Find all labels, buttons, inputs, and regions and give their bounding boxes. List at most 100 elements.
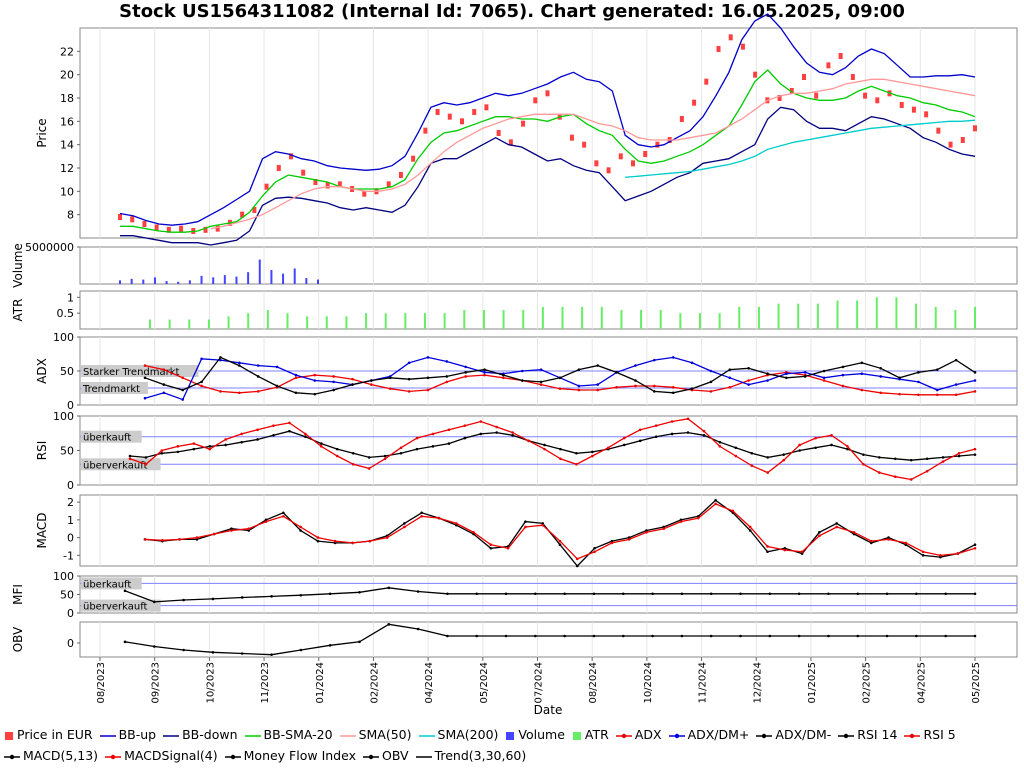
- legend-swatch: [105, 754, 122, 759]
- legend-swatch: [904, 733, 921, 738]
- adx-dm-point: [483, 368, 486, 371]
- obv-point: [534, 634, 537, 638]
- rsi-14-point: [511, 434, 514, 437]
- adx-dm-series: [143, 356, 977, 396]
- macdsignal-4-point: [973, 546, 977, 550]
- adx-dm-point: [935, 388, 939, 392]
- rsi-5-point: [479, 420, 483, 423]
- money-flow-index-point: [621, 592, 625, 596]
- rsi-14-point: [192, 447, 196, 451]
- rsi-5-point: [814, 436, 817, 440]
- adx-dm-point: [464, 371, 467, 374]
- atr-bar: [188, 319, 191, 329]
- legend-label: ADX/DM-: [775, 727, 832, 742]
- threshold-label-bg: [81, 458, 161, 471]
- adx-point: [917, 393, 920, 397]
- adx-point: [370, 383, 373, 386]
- macdsignal-4-point: [160, 538, 164, 542]
- rsi-5-point: [878, 471, 881, 474]
- rsi-14-point: [367, 456, 371, 459]
- rsi-14-point: [383, 454, 387, 458]
- adx-point: [483, 373, 486, 377]
- price-candle: [362, 190, 367, 197]
- adx-dm-point: [841, 373, 845, 377]
- adx-dm-point: [200, 380, 203, 384]
- macdsignal-4-point: [800, 550, 804, 554]
- rsi-5-point: [973, 447, 977, 451]
- adx-dm-point: [747, 366, 750, 370]
- macd-5-13-point: [973, 543, 977, 546]
- macdsignal-4-point: [420, 515, 423, 518]
- volume-bar: [235, 276, 238, 284]
- adx-dm-point: [256, 375, 260, 378]
- legend-swatch: [224, 754, 241, 759]
- atr-bar: [875, 297, 878, 329]
- macd-5-13-point: [299, 529, 302, 532]
- rsi-5-point: [957, 451, 961, 455]
- atr-plot-area: [79, 290, 1018, 330]
- atr-bar: [856, 300, 859, 329]
- rsi-5-point: [256, 428, 259, 432]
- rsi-14-point: [320, 442, 323, 445]
- atr-bar: [718, 313, 721, 329]
- money-flow-index-point: [944, 592, 947, 596]
- atr-bar: [561, 306, 564, 329]
- obv-point: [797, 634, 801, 638]
- adx-dm-point: [539, 380, 543, 384]
- obv-point: [651, 634, 654, 638]
- rsi-14-point: [830, 443, 833, 447]
- rsi-5-point: [431, 432, 435, 436]
- macd-5-13-point: [524, 520, 527, 523]
- volume-bar: [200, 275, 203, 284]
- money-flow-index-point: [827, 592, 830, 596]
- price-candle: [838, 53, 843, 59]
- price-candle: [936, 127, 941, 134]
- adx-dm-point: [539, 368, 543, 371]
- obv-plot-area: [79, 621, 1018, 658]
- atr-bar: [738, 306, 741, 329]
- price-candle: [264, 183, 269, 190]
- threshold-label-bg: [81, 599, 161, 612]
- adx-point: [332, 375, 335, 378]
- rsi-14-point: [256, 438, 259, 441]
- volume-bar: [223, 275, 226, 284]
- price-candle: [863, 92, 868, 99]
- obv-point: [387, 623, 391, 626]
- rsi-5-point: [511, 431, 514, 434]
- obv-point: [592, 634, 596, 638]
- obv-point: [446, 634, 449, 638]
- price-candle: [814, 92, 819, 99]
- obv-point: [768, 634, 772, 638]
- adx-dm-point: [520, 379, 524, 382]
- obv-point: [973, 634, 977, 638]
- volume-bar: [293, 268, 296, 284]
- legend-item-price-in-eur: Price in EUR: [4, 724, 93, 745]
- rsi-14-point: [335, 447, 339, 451]
- obv-line: [124, 623, 975, 656]
- legend-swatch: [5, 731, 13, 740]
- money-flow-index-point: [534, 592, 537, 596]
- atr-bar: [286, 313, 289, 329]
- legend-label: MACD(5,13): [23, 748, 99, 763]
- rsi-14-point: [686, 431, 690, 434]
- obv-axis-label: OBV: [11, 626, 25, 652]
- adx-dm-point: [822, 369, 826, 373]
- price-candle: [215, 225, 220, 232]
- macdsignal-4-point: [212, 532, 216, 536]
- macdsignal-4-point: [748, 525, 752, 529]
- adx-dm-point: [954, 383, 958, 386]
- adx-dm-point: [615, 371, 618, 374]
- rsi-5-point: [846, 445, 849, 448]
- x-tick-label: 02/2024: [369, 662, 380, 704]
- bb-sma-20-series: [120, 69, 976, 233]
- rsi-14-point: [224, 443, 227, 447]
- macdsignal-4-point: [818, 534, 821, 538]
- money-flow-index-point: [123, 589, 127, 593]
- adx-dm-point: [766, 372, 769, 376]
- rsi-5-point: [686, 417, 690, 421]
- adx-dm-point: [407, 377, 411, 381]
- adx-dm-point: [294, 373, 298, 377]
- macdsignal-4-point: [593, 550, 596, 554]
- volume-bar: [188, 280, 191, 284]
- rsi-14-point: [447, 442, 451, 445]
